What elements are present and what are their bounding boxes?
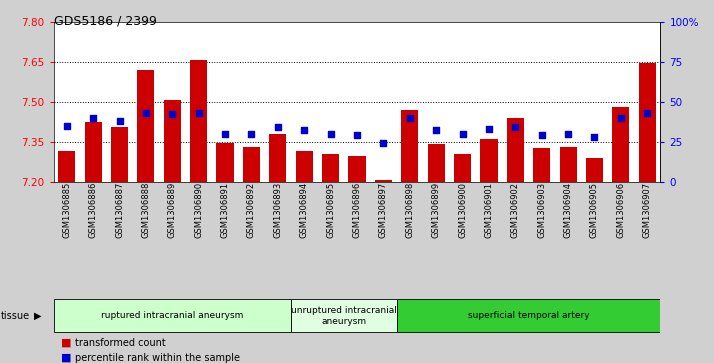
Text: GSM1306903: GSM1306903	[537, 182, 546, 238]
Point	[87, 115, 99, 121]
Bar	[269, 134, 286, 182]
Point	[404, 115, 416, 121]
Point	[615, 115, 627, 121]
Point	[642, 110, 653, 116]
Text: unruptured intracranial
aneurysm: unruptured intracranial aneurysm	[291, 306, 397, 326]
Text: GSM1306905: GSM1306905	[590, 182, 599, 237]
Point	[431, 127, 442, 133]
Point	[457, 131, 468, 136]
Point	[351, 132, 363, 138]
Bar	[454, 154, 471, 182]
Text: GSM1306904: GSM1306904	[563, 182, 573, 237]
Bar	[586, 158, 603, 182]
Text: GSM1306896: GSM1306896	[353, 182, 361, 238]
Point	[298, 127, 310, 133]
Bar	[291, 299, 396, 332]
Text: GSM1306907: GSM1306907	[643, 182, 652, 238]
Bar	[613, 107, 630, 182]
Text: superficial temporal artery: superficial temporal artery	[468, 311, 589, 320]
Text: GSM1306898: GSM1306898	[406, 182, 414, 238]
Bar	[322, 154, 339, 182]
Bar	[84, 122, 101, 182]
Text: GSM1306902: GSM1306902	[511, 182, 520, 237]
Bar	[401, 110, 418, 182]
Point	[140, 110, 151, 116]
Point	[61, 123, 72, 129]
Text: GSM1306886: GSM1306886	[89, 182, 98, 238]
Text: GSM1306897: GSM1306897	[379, 182, 388, 238]
Bar	[533, 148, 550, 182]
Point	[589, 134, 600, 140]
Bar	[428, 144, 445, 182]
Text: GSM1306901: GSM1306901	[484, 182, 493, 237]
Text: ■: ■	[61, 338, 71, 348]
Text: GSM1306889: GSM1306889	[168, 182, 177, 238]
Point	[166, 111, 178, 117]
Bar	[164, 100, 181, 182]
Text: GSM1306885: GSM1306885	[62, 182, 71, 238]
Text: ■: ■	[61, 352, 71, 363]
Point	[193, 110, 204, 116]
Text: GSM1306891: GSM1306891	[221, 182, 230, 238]
Text: GSM1306893: GSM1306893	[273, 182, 282, 238]
Point	[510, 124, 521, 130]
Text: GSM1306900: GSM1306900	[458, 182, 467, 237]
Bar	[560, 147, 577, 182]
Text: GSM1306890: GSM1306890	[194, 182, 203, 238]
Text: GDS5186 / 2399: GDS5186 / 2399	[54, 15, 156, 28]
Bar	[507, 118, 524, 182]
Text: ruptured intracranial aneurysm: ruptured intracranial aneurysm	[101, 311, 243, 320]
Point	[272, 124, 283, 130]
Bar	[111, 127, 128, 182]
Point	[536, 132, 548, 138]
Text: GSM1306895: GSM1306895	[326, 182, 335, 238]
Bar	[375, 180, 392, 182]
Text: GSM1306888: GSM1306888	[141, 182, 151, 238]
Text: tissue: tissue	[1, 311, 30, 321]
Bar	[639, 63, 656, 182]
Text: ▶: ▶	[34, 311, 42, 321]
Point	[378, 140, 389, 146]
Text: GSM1306899: GSM1306899	[432, 182, 441, 238]
Text: GSM1306894: GSM1306894	[300, 182, 308, 238]
Text: GSM1306887: GSM1306887	[115, 182, 124, 238]
Point	[563, 131, 574, 136]
Text: GSM1306892: GSM1306892	[247, 182, 256, 238]
Bar	[190, 60, 207, 182]
Bar	[296, 151, 313, 182]
Point	[246, 131, 257, 136]
Bar	[396, 299, 660, 332]
Bar	[216, 143, 233, 182]
Bar	[348, 156, 366, 182]
Point	[325, 131, 336, 136]
Bar	[58, 151, 75, 182]
Bar	[54, 299, 291, 332]
Point	[483, 126, 495, 132]
Bar	[137, 70, 154, 182]
Bar	[243, 147, 260, 182]
Text: transformed count: transformed count	[75, 338, 166, 348]
Text: GSM1306906: GSM1306906	[616, 182, 625, 238]
Text: percentile rank within the sample: percentile rank within the sample	[75, 352, 240, 363]
Point	[219, 131, 231, 136]
Point	[114, 118, 125, 124]
Bar	[481, 139, 498, 182]
